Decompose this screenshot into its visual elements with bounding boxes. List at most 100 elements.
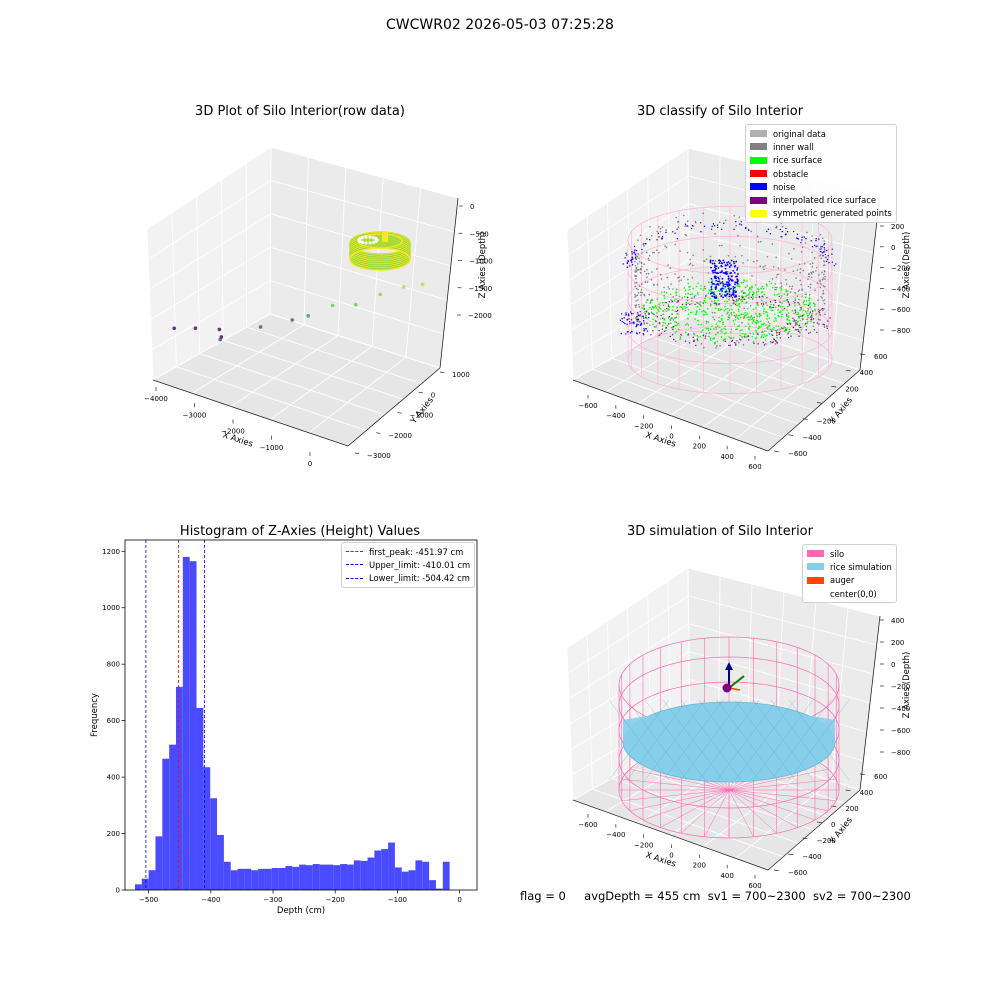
histogram-bar [210, 798, 218, 890]
p2-rice-surface-point [707, 321, 710, 323]
p2-rice-surface-point [661, 325, 664, 327]
p2-interpolated-point [827, 320, 829, 322]
p2-rice-surface-point [704, 301, 707, 304]
p2-rice-surface-point [750, 315, 752, 318]
p2-inner-wall-point [814, 289, 816, 291]
x-axis-label: Depth (cm) [277, 906, 325, 916]
p2-inner-wall-point [734, 344, 737, 347]
histogram-bar [422, 861, 430, 890]
p2-interpolated-point [798, 335, 800, 337]
p2-rice-surface-point [744, 311, 747, 314]
p2-rice-surface-point [704, 313, 706, 316]
p2-inner-wall-point [804, 242, 807, 244]
p2-inner-wall-point [686, 299, 689, 302]
p1-data-point [420, 282, 425, 287]
p4-mesh-line [626, 699, 688, 781]
p2-noise-left-point [642, 320, 645, 322]
p2-y-axis-line [767, 369, 861, 452]
p2-interpolated-point [783, 307, 786, 310]
p2-inner-wall-point [809, 331, 812, 334]
p2-rice-surface-point [732, 320, 735, 322]
p2-rice-surface-point [747, 316, 750, 318]
p2-interpolated-point [779, 337, 782, 339]
p2-noise-cluster-point [733, 286, 736, 289]
p2-rice-surface-point [761, 330, 764, 332]
p2-noise-rim-point [769, 233, 771, 235]
p2-inner-wall-point [635, 295, 637, 297]
p2-rice-surface-point [737, 325, 739, 328]
p1-z-tick-label: −500 [470, 230, 489, 238]
p2-rice-surface-point [766, 314, 769, 316]
p2-inner-wall-point [638, 260, 641, 263]
p2-interpolated-point [802, 318, 804, 320]
p2-rice-surface-point [761, 334, 763, 336]
p2-rice-surface-point [747, 297, 750, 299]
p2-rice-surface-point [779, 305, 782, 308]
p2-rice-surface-point [687, 324, 690, 326]
p2-rice-surface-point [775, 306, 777, 308]
p1-data-point [330, 303, 335, 308]
p2-inner-wall-point [644, 281, 647, 283]
legend-entry: inner wall [750, 140, 892, 153]
p2-rice-surface-point [702, 289, 704, 291]
p2-inner-wall-point [730, 312, 733, 314]
p4-silo-floor-spoke [728, 789, 777, 834]
p2-interpolated-point [672, 326, 675, 328]
p1-y-axis-line [347, 367, 441, 447]
p2-rice-surface-point [776, 293, 778, 296]
p2-y-tick-label: −400 [802, 434, 821, 442]
p2-noise-rim-point [748, 229, 750, 231]
p2-rice-surface-point [728, 309, 731, 311]
p2-interpolated-point [680, 333, 682, 336]
p2-rice-surface-point [735, 300, 738, 303]
p1-x-tick-label: −1000 [260, 444, 284, 452]
p2-noise-cluster-point [728, 266, 731, 268]
p2-rice-surface-point [786, 305, 789, 308]
panel2-title: 3D classify of Silo Interior [636, 104, 804, 119]
y-tick-label: 1200 [102, 548, 120, 556]
histogram-bar [237, 868, 245, 890]
p2-rice-surface-point [775, 330, 778, 333]
p4-z-axis-line [859, 615, 881, 791]
p2-rice-surface-point [760, 325, 762, 328]
p2-noise-rim-point [676, 237, 679, 240]
p2-rice-surface-point [716, 325, 719, 327]
panel1-title: 3D Plot of Silo Interior(row data) [195, 104, 405, 119]
p2-inner-wall-point [823, 273, 825, 276]
p2-rice-surface-point [758, 312, 761, 315]
p2-inner-wall-point [634, 304, 637, 307]
p2-noise-cluster-point [731, 279, 734, 282]
p2-interpolated-point [823, 326, 826, 328]
p2-noise-rim-point [699, 222, 702, 224]
p2-inner-wall-point [675, 316, 678, 319]
p4-silo-floor-spoke [704, 789, 730, 837]
histogram-bars [134, 556, 450, 890]
p2-rice-surface-point [723, 327, 725, 330]
p2-inner-wall-point [679, 250, 681, 252]
p2-inner-wall-point [634, 264, 637, 267]
p2-inner-wall-point [634, 282, 636, 284]
p2-interpolated-point [687, 333, 690, 335]
p2-rice-surface-point [760, 287, 762, 290]
histogram-bar [251, 870, 259, 890]
p2-interpolated-point [643, 334, 645, 336]
p2-inner-wall-point [811, 235, 813, 237]
legend-swatch [750, 170, 767, 178]
p2-rice-surface-point [697, 302, 700, 305]
p2-rice-surface-point [717, 289, 720, 292]
p2-rice-surface-point [777, 325, 780, 327]
p2-inner-wall-point [684, 233, 687, 236]
p2-interpolated-point [631, 322, 633, 324]
p2-rice-surface-point [700, 305, 702, 307]
p2-rice-surface-point [664, 301, 666, 304]
p2-interpolated-point [810, 316, 812, 318]
p2-rice-surface-point [758, 326, 761, 329]
p2-inner-wall-point [677, 226, 680, 229]
p2-rice-surface-point [684, 324, 687, 326]
p2-interpolated-point [809, 311, 812, 313]
p2-noise-cluster-point [722, 285, 725, 287]
p2-rice-surface-point [804, 323, 806, 326]
p2-rice-surface-point [755, 322, 758, 325]
p2-noise-cluster-point [732, 269, 735, 272]
p2-noise-cluster-point [720, 295, 723, 298]
